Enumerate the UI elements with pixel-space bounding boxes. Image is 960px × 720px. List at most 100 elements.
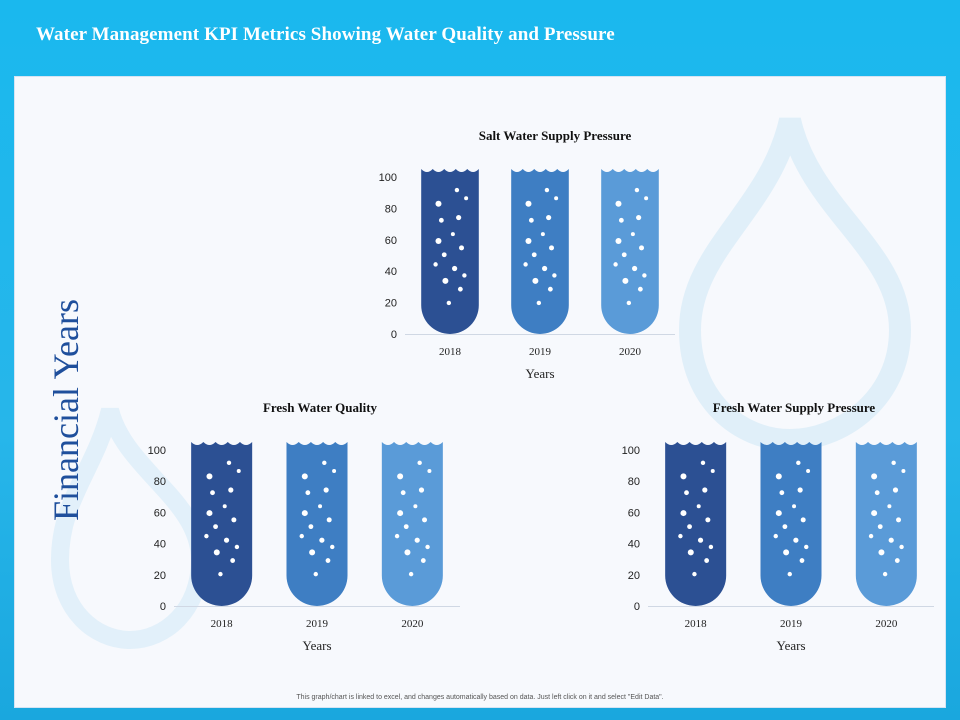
bubble-mark: [417, 460, 422, 466]
bubble-mark: [226, 460, 232, 466]
water-drop-icon: [50, 407, 210, 650]
bubble-mark: [301, 510, 308, 517]
chart-0: Salt Water Supply Pressure 0 20 40 60 80 100 20…: [379, 128, 675, 381]
bubble-mark: [547, 286, 553, 292]
bubble-mark: [797, 487, 803, 493]
bubble-mark: [326, 517, 332, 523]
y-tick-label: 20: [154, 570, 166, 582]
bubble-mark: [702, 487, 708, 493]
bar-2019: [286, 442, 348, 606]
x-tick-label: 2019: [306, 618, 329, 630]
bubble-mark: [425, 544, 430, 550]
bubble-mark: [525, 200, 532, 207]
bubble-mark: [450, 232, 455, 237]
bubble-mark: [319, 537, 325, 543]
bubble-mark: [644, 196, 649, 201]
bubble-mark: [634, 187, 640, 193]
bubble-mark: [305, 490, 311, 496]
bubble-mark: [804, 544, 809, 550]
bubble-mark: [696, 504, 701, 509]
bubble-mark: [218, 571, 223, 577]
bubble-mark: [459, 245, 465, 251]
bar-shape: [855, 442, 917, 607]
bubble-mark: [536, 300, 542, 306]
bubble-mark: [442, 277, 449, 284]
bubble-mark: [680, 473, 687, 480]
bubble-mark: [618, 217, 624, 223]
y-tick-label: 0: [160, 601, 166, 613]
bubble-mark: [414, 537, 420, 543]
bubble-mark: [299, 533, 304, 539]
bubble-mark: [528, 217, 534, 223]
bubble-mark: [878, 549, 885, 556]
bubble-mark: [710, 468, 715, 473]
bubble-mark: [427, 468, 432, 473]
x-tick-label: 2018: [685, 618, 708, 630]
bubble-mark: [206, 473, 213, 480]
bubble-mark: [554, 196, 559, 201]
bubble-mark: [773, 533, 778, 539]
bar-shape: [601, 169, 659, 334]
bubble-mark: [441, 252, 447, 258]
bubble-mark: [222, 504, 227, 509]
bubble-mark: [230, 558, 236, 563]
bubble-mark: [871, 510, 878, 517]
bubble-mark: [204, 533, 209, 539]
bar-2018: [421, 169, 479, 334]
bubble-mark: [457, 286, 463, 292]
y-tick-label: 100: [379, 172, 397, 184]
bubble-mark: [213, 549, 220, 556]
bubble-mark: [210, 490, 215, 496]
chart-title: Fresh Water Quality: [263, 400, 378, 415]
y-tick-label: 0: [634, 601, 640, 613]
bubble-mark: [318, 504, 323, 509]
bubble-mark: [418, 487, 425, 493]
bubble-mark: [779, 490, 785, 496]
bubble-mark: [325, 558, 331, 563]
x-tick-label: 2018: [211, 618, 234, 630]
y-tick-label: 60: [628, 507, 640, 519]
bubble-mark: [613, 262, 618, 267]
x-axis-label: Years: [302, 638, 331, 653]
bubble-mark: [531, 252, 537, 258]
bubble-mark: [678, 533, 683, 539]
bubble-mark: [313, 571, 318, 577]
bubble-mark: [887, 504, 892, 509]
bubble-mark: [403, 524, 409, 530]
bubble-mark: [793, 537, 799, 543]
bubble-mark: [462, 273, 467, 278]
bubble-mark: [433, 262, 438, 267]
bubble-mark: [454, 187, 460, 193]
bubble-mark: [894, 558, 900, 563]
bubble-mark: [630, 232, 635, 237]
bubble-mark: [806, 468, 811, 473]
bar-shape: [191, 442, 253, 606]
bubble-mark: [687, 524, 692, 530]
bubble-mark: [332, 468, 337, 473]
bubble-mark: [323, 487, 329, 493]
bubble-mark: [546, 214, 552, 221]
y-tick-label: 80: [154, 476, 166, 488]
bubble-mark: [888, 537, 894, 543]
bubble-mark: [697, 537, 704, 543]
bubble-mark: [615, 200, 622, 207]
x-axis-label: Years: [525, 366, 554, 381]
bar-shape: [511, 169, 569, 334]
footnote: This graph/chart is linked to excel, and…: [296, 694, 664, 701]
bubble-mark: [891, 460, 896, 466]
bar-2019: [760, 442, 822, 606]
bubble-mark: [446, 300, 452, 306]
x-axis-label: Years: [776, 638, 805, 653]
bubble-mark: [532, 277, 539, 284]
bubble-mark: [800, 517, 806, 523]
bubble-mark: [422, 517, 428, 523]
bubble-mark: [692, 571, 697, 577]
y-tick-label: 100: [148, 445, 166, 457]
bubble-mark: [236, 468, 241, 473]
y-tick-label: 40: [385, 266, 397, 278]
y-tick-label: 80: [628, 476, 640, 488]
bubble-mark: [896, 517, 902, 523]
bubble-mark: [456, 214, 462, 221]
